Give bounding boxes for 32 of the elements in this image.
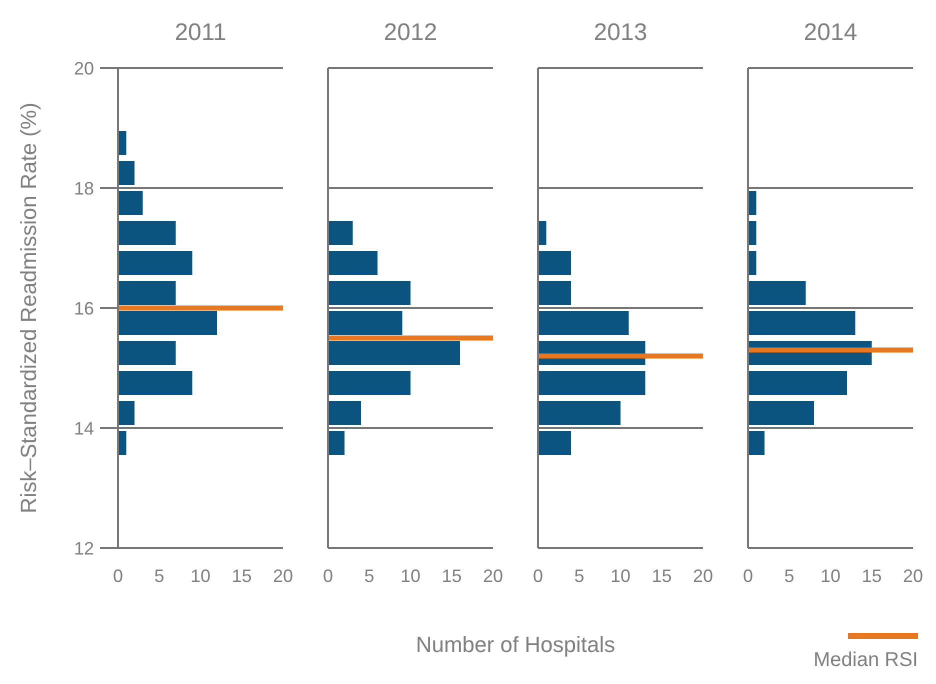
x-tick-label: 20 <box>482 566 504 586</box>
x-axis-title: Number of Hospitals <box>416 632 616 657</box>
x-tick-label: 15 <box>232 566 252 586</box>
x-tick-label: 15 <box>862 566 882 586</box>
x-tick-label: 20 <box>902 566 924 586</box>
x-tick-label: 0 <box>742 566 754 586</box>
legend-label: Median RSI <box>814 649 918 671</box>
chart-title: 2012 <box>384 19 438 46</box>
x-tick-label: 10 <box>610 566 631 586</box>
x-tick-label: 5 <box>574 566 584 586</box>
x-tick-label: 5 <box>784 566 794 586</box>
x-tick-label: 0 <box>322 566 334 586</box>
x-tick-label: 20 <box>692 566 714 586</box>
y-tick-label: 16 <box>74 298 94 318</box>
x-tick-label: 0 <box>112 566 124 586</box>
x-tick-label: 10 <box>190 566 211 586</box>
chart-title: 2011 <box>174 19 226 46</box>
y-tick-label: 20 <box>74 58 94 78</box>
x-tick-label: 5 <box>154 566 164 586</box>
y-axis-title: Risk–Standardized Readmission Rate (%) <box>16 102 41 514</box>
x-tick-label: 15 <box>442 566 462 586</box>
x-tick-label: 0 <box>532 566 544 586</box>
x-tick-label: 15 <box>652 566 672 586</box>
chart-title: 2013 <box>594 19 648 46</box>
x-tick-label: 10 <box>400 566 421 586</box>
chart-title: 2014 <box>804 19 858 46</box>
y-tick-label: 14 <box>74 418 94 438</box>
y-tick-label: 18 <box>74 178 94 198</box>
x-tick-label: 5 <box>364 566 374 586</box>
x-tick-label: 10 <box>820 566 841 586</box>
y-tick-label: 12 <box>74 538 94 558</box>
x-tick-label: 20 <box>272 566 294 586</box>
